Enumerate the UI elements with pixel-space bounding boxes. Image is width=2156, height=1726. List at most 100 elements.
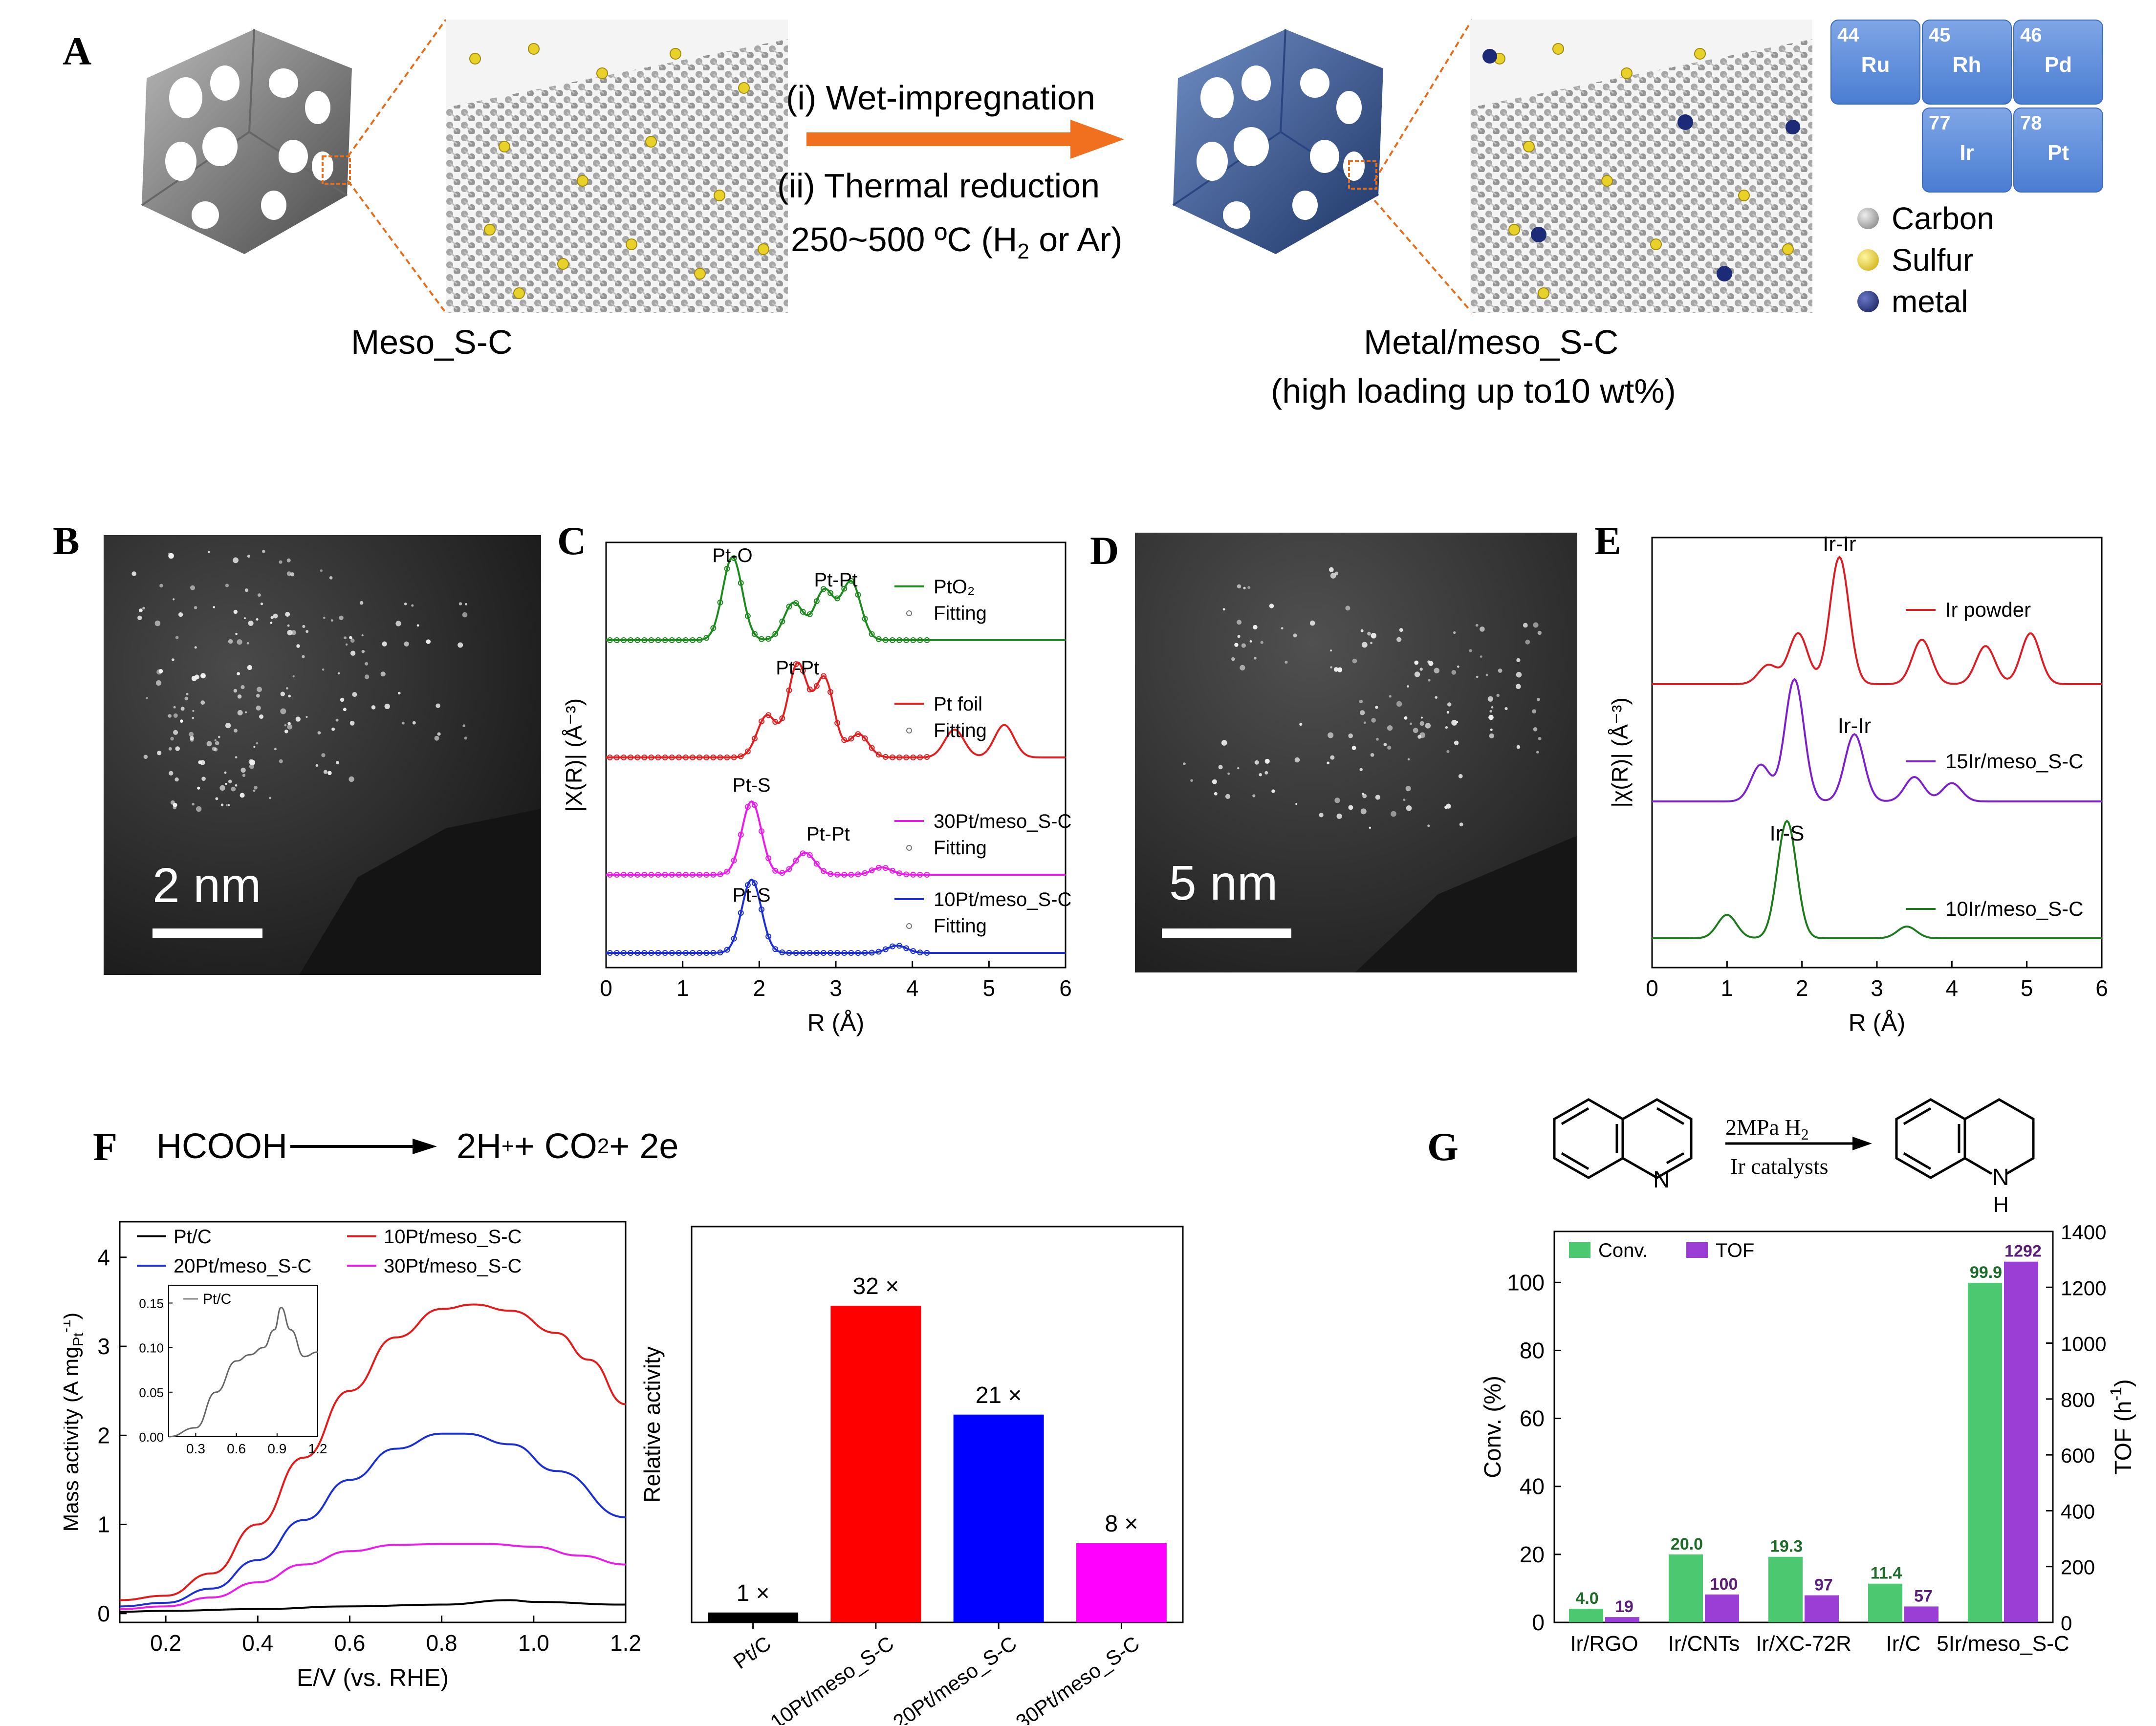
atom-dot <box>215 741 219 746</box>
atom-dot <box>1407 758 1410 761</box>
x-tick-label-g: Ir/C <box>1886 1632 1921 1656</box>
bar-value-label-f2: 1 × <box>737 1580 770 1606</box>
legend-label-c: 30Pt/meso_S-C <box>934 811 1071 832</box>
atom-dot <box>248 620 254 626</box>
atom-dot <box>348 776 354 782</box>
atom-dot <box>196 806 202 812</box>
atom-dot <box>1237 635 1241 638</box>
y-tick-label-left-g: 60 <box>1520 1406 1545 1431</box>
fit-point-c <box>682 872 689 878</box>
fit-point-c <box>621 637 627 643</box>
fit-point-c <box>744 748 751 755</box>
atom-dot <box>1489 733 1494 738</box>
atom-dot <box>168 714 172 718</box>
fit-point-c <box>703 755 710 760</box>
atom-dot <box>352 692 357 697</box>
bar-label-tof-g: 97 <box>1814 1576 1833 1595</box>
fit-point-c <box>813 861 820 867</box>
atom-dot <box>1538 737 1542 740</box>
series-line-c <box>606 800 1066 876</box>
legend-fit-label-c: Fitting <box>934 603 987 624</box>
fit-point-c <box>793 949 799 956</box>
plot-frame-f1 <box>119 1221 627 1623</box>
series-line-e <box>1652 820 2102 939</box>
atom-dot <box>256 618 259 621</box>
atom-dot <box>137 615 142 620</box>
atom-dot <box>189 732 194 737</box>
atom-dot <box>286 558 291 562</box>
atom-dot <box>200 700 205 705</box>
fit-point-c <box>669 872 675 878</box>
fit-point-c <box>662 950 668 956</box>
atom-dot <box>1491 706 1494 709</box>
atom-dot <box>335 718 339 722</box>
atom-dot <box>302 655 305 658</box>
fit-point-c <box>690 950 696 956</box>
atom-dot <box>1488 714 1494 720</box>
atom-dot <box>1218 765 1223 770</box>
atom-dot <box>168 552 171 555</box>
atom-dot <box>1360 710 1365 715</box>
fit-point-c <box>779 870 785 876</box>
atom-dot <box>462 612 468 618</box>
y-tick-label-left-g: 40 <box>1520 1474 1545 1499</box>
fit-point-c <box>869 745 875 751</box>
atom-dot <box>1190 779 1193 782</box>
mass-activity-chart: 0.2 0.4 0.6 0.8 1.0 1.2 0 1 2 3 4 E/V (vs. RHE) Mass… <box>64 1221 641 1691</box>
scale-bar-b <box>152 928 262 938</box>
y-tick-label-left-g: 80 <box>1520 1338 1545 1363</box>
fit-point-c <box>924 949 930 956</box>
legend-fit-label-c: Fitting <box>934 720 987 741</box>
fit-point-c <box>710 625 717 631</box>
fit-point-c <box>607 755 613 760</box>
atom-dot <box>327 771 332 776</box>
atom-dot <box>464 736 467 740</box>
atom-dot <box>1457 665 1459 668</box>
panel-label-e: E <box>1594 518 1621 563</box>
atom-dot <box>1414 660 1419 665</box>
atom-dot <box>1295 803 1298 805</box>
atom-dot <box>434 735 439 741</box>
atom-dot <box>225 723 231 729</box>
atom-dot <box>457 642 463 648</box>
fit-point-c <box>724 565 730 572</box>
fit-point-c <box>675 755 682 760</box>
inset-x-tick-label: 0.6 <box>227 1441 246 1456</box>
atom-dot <box>1212 779 1217 784</box>
reaction-formic-acid: HCOOH 2H + + CO 2 + 2e <box>156 1127 679 1166</box>
atom-dot <box>237 710 243 715</box>
atom-dot <box>1363 721 1366 724</box>
fit-point-c <box>628 872 634 878</box>
atom-dot <box>1490 728 1493 731</box>
fit-point-c <box>717 599 723 605</box>
atom-dot <box>1414 671 1420 677</box>
fit-point-c <box>710 949 717 956</box>
atom-dot <box>184 696 189 701</box>
panel-label-f: F <box>93 1124 118 1169</box>
bar-value-label-f2: 8 × <box>1105 1511 1138 1537</box>
fit-point-c <box>875 752 882 758</box>
label-metal-meso-s-c: Metal/meso_S-C <box>1364 323 1619 361</box>
peak-annotation-c: Pt-Pt <box>814 569 858 591</box>
atom-dot <box>224 771 227 774</box>
y-tick-label-right-g: 800 <box>2061 1388 2095 1411</box>
fit-point-c <box>744 882 751 888</box>
atom-dot <box>1419 668 1423 671</box>
atom-dot <box>361 649 365 653</box>
atom-dot <box>1253 656 1257 660</box>
fit-point-c <box>834 950 841 956</box>
atom-dot <box>173 598 175 601</box>
bar-conversion-g <box>1669 1554 1703 1622</box>
fit-point-c <box>875 864 882 871</box>
y-tick-label-left-g: 100 <box>1507 1270 1545 1295</box>
atom-dot <box>242 774 246 777</box>
x-tick-label-f1: 0.8 <box>426 1630 457 1656</box>
fit-point-c <box>862 616 868 622</box>
atom-dot <box>253 789 256 792</box>
fit-point-c <box>634 755 641 760</box>
fit-point-c <box>751 631 758 637</box>
atom-dot <box>1222 608 1225 611</box>
fit-point-c <box>682 950 689 956</box>
fit-point-c <box>848 871 854 878</box>
x-tick-label-f1: 1.0 <box>518 1630 549 1656</box>
